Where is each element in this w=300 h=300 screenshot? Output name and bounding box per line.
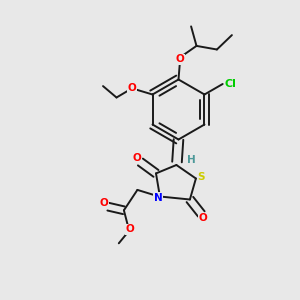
Text: Cl: Cl (224, 79, 236, 89)
Text: O: O (128, 83, 136, 93)
Text: S: S (198, 172, 205, 182)
Text: O: O (198, 213, 207, 224)
Text: N: N (154, 193, 163, 203)
Text: O: O (176, 54, 184, 64)
Text: O: O (132, 153, 141, 163)
Text: O: O (100, 198, 109, 208)
Text: H: H (187, 154, 196, 165)
Text: O: O (125, 224, 134, 235)
